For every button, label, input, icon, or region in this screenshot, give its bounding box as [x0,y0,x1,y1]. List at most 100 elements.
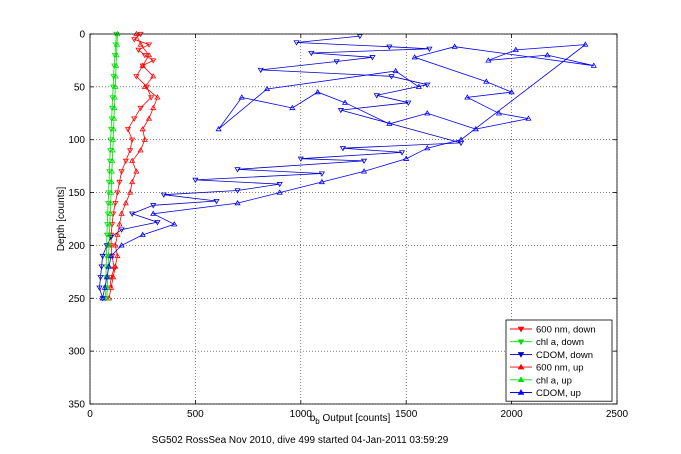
data-point [360,168,368,174]
series-line [109,33,155,288]
data-point [308,50,315,57]
data-point [112,242,119,248]
data-point [99,295,106,301]
legend-marker [517,363,525,370]
y-tick-label: 150 [68,188,85,199]
x-tick-label: 1000 [290,409,313,420]
series-4 [103,30,121,301]
data-point [131,37,138,43]
data-point [373,93,380,99]
data-point [116,221,123,227]
data-point [109,157,116,163]
data-point [403,155,410,161]
data-point [148,95,155,101]
data-point [360,158,368,165]
data-point [113,51,120,58]
data-point [160,192,167,198]
data-point [386,120,393,126]
legend-marker [517,389,525,395]
data-point [124,127,132,133]
legend-entry: CDOM, up [536,388,581,399]
plot-frame [89,33,618,405]
data-point [457,136,465,142]
data-point [508,88,515,95]
data-point [133,168,140,174]
x-tick-label: 2500 [606,409,629,420]
data-point [113,41,121,47]
data-point [234,199,241,206]
data-point [129,211,136,217]
data-point [369,55,376,61]
data-point [107,199,114,206]
data-point [101,284,108,290]
data-point [129,178,136,185]
data-point [333,59,340,65]
data-point [110,84,117,91]
data-point [109,147,116,153]
data-point [112,83,119,89]
data-point [472,125,479,132]
data-point [110,136,117,142]
data-point [110,115,118,121]
data-point [495,110,503,116]
data-point [109,222,116,228]
data-point [257,67,264,74]
data-point [314,88,321,95]
data-point [110,125,117,132]
data-point [118,210,125,216]
data-point [107,210,114,216]
data-point [544,51,551,58]
data-point [318,178,325,185]
data-point [105,263,113,269]
data-point [103,243,110,249]
series-line [102,44,594,299]
axes: 0 500 1000 1500 2000 2500 0 50 100 150 200 250 300 35… [68,30,628,421]
data-point [112,201,119,207]
data-point [386,44,393,50]
data-point [318,171,325,177]
series-5 [99,41,597,301]
data-point [426,46,433,52]
data-point [154,220,161,226]
data-point [113,62,120,68]
y-tick-label: 350 [68,400,85,411]
data-point [133,74,140,80]
data-point [109,105,116,112]
data-point [111,63,118,69]
data-point [388,74,395,80]
data-point [97,275,104,281]
x-axis-label: bb Output [counts] [310,413,391,426]
data-point [98,264,105,270]
data-point [525,115,532,121]
data-point [141,136,148,142]
data-point [356,34,363,40]
data-point [424,110,431,116]
data-point [109,95,116,101]
x-tick-label: 2000 [500,409,523,420]
data-point [112,263,119,269]
data-point [145,42,153,48]
x-tick-label: 500 [187,409,204,420]
y-tick-label: 0 [79,30,85,41]
data-point [512,46,519,52]
x-tick-label: 0 [87,409,93,420]
data-point [398,150,406,156]
legend-box [505,319,613,402]
data-point [129,137,136,143]
data-point [111,94,118,100]
data-point [107,275,115,281]
data-point [424,144,431,151]
series-layer [96,30,597,302]
series-0 [106,31,157,291]
data-point [141,53,148,59]
data-point [118,227,125,233]
legend-entry: chl a, up [536,375,572,386]
legend-marker [517,326,525,333]
legend-entry: 600 nm, up [536,363,584,374]
data-point [122,158,129,165]
data-point [107,284,115,290]
y-tick-label: 250 [68,294,85,305]
data-point [150,104,157,111]
data-point [276,182,283,188]
